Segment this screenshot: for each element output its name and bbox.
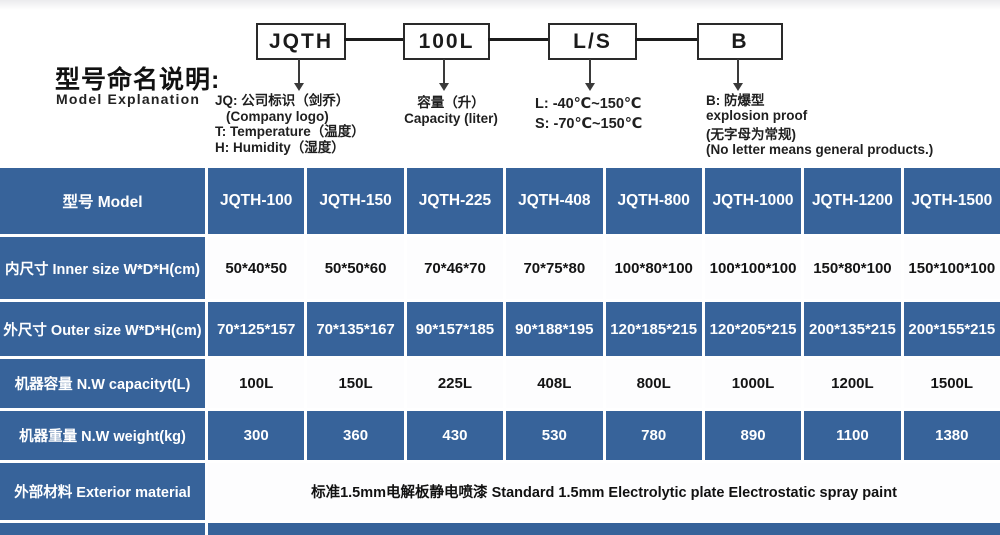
note-capacity: 容量（升） Capacity (liter) — [395, 95, 507, 127]
note-line: L: -40℃~150℃ — [535, 96, 642, 112]
note-line: explosion proof — [706, 107, 808, 123]
table-value-cell: 150*100*100 — [903, 237, 1000, 299]
down-arrow-icon — [439, 83, 449, 91]
note-temp-range: L: -40℃~150℃ S: -70℃~150℃ — [535, 94, 642, 134]
connector-line — [488, 38, 548, 41]
table-value-cell: 50*50*60 — [307, 237, 404, 299]
table-value-cell: 1200L — [804, 359, 901, 408]
table-value-cell: 90*188*195 — [506, 302, 603, 356]
table-value-cell: 70*46*70 — [406, 237, 504, 299]
spec-table: 型号 Model JQTH-100 JQTH-150 JQTH-225 JQTH-408… — [0, 168, 1000, 535]
table-value-cell: 1000L — [704, 359, 802, 408]
down-arrow-icon — [585, 83, 595, 91]
note-line: (无字母为常规) — [706, 127, 796, 142]
table-partial-row-body — [208, 523, 1000, 535]
table-value-cell: 530 — [506, 411, 603, 460]
note-line: Capacity (liter) — [404, 111, 498, 126]
table-value-cell: 120*205*215 — [704, 302, 802, 356]
note-line: (Company logo) — [226, 108, 329, 124]
table-header-model-label: 型号 Model — [0, 168, 205, 234]
table-partial-row-label — [0, 523, 205, 535]
down-arrow-line — [589, 59, 591, 84]
table-value-cell: 200*155*215 — [903, 302, 1000, 356]
table-header-model: JQTH-225 — [406, 168, 504, 234]
down-arrow-line — [443, 59, 445, 84]
top-gradient-strip — [0, 0, 1000, 10]
model-code-box-temp-range: L/S — [548, 23, 637, 60]
note-line: H: Humidity（湿度） — [215, 139, 345, 155]
table-value-cell: 408L — [506, 359, 603, 408]
table-value-cell: 120*185*215 — [605, 302, 702, 356]
table-header-model: JQTH-1200 — [804, 168, 901, 234]
table-value-cell: 70*125*157 — [208, 302, 305, 356]
table-merged-value-cell: 标准1.5mm电解板静电喷漆 Standard 1.5mm Electrolyt… — [208, 463, 1000, 520]
table-row-label: 机器容量 N.W capacityt(L) — [0, 359, 205, 408]
note-explosion-proof: B: 防爆型 explosion proof (无字母为常规) (No lett… — [706, 93, 934, 157]
table-value-cell: 100*80*100 — [605, 237, 702, 299]
table-value-cell: 225L — [406, 359, 504, 408]
table-value-cell: 1380 — [903, 411, 1000, 460]
table-value-cell: 70*135*167 — [307, 302, 404, 356]
note-line: 容量（升） — [417, 95, 485, 110]
table-value-cell: 150L — [307, 359, 404, 408]
table-value-cell: 150*80*100 — [804, 237, 901, 299]
connector-line — [635, 38, 697, 41]
table-header-model: JQTH-1000 — [704, 168, 802, 234]
table-header-model: JQTH-408 — [506, 168, 603, 234]
table-row-label: 外部材料 Exterior material — [0, 463, 205, 520]
down-arrow-icon — [733, 83, 743, 91]
table-row-label: 外尺寸 Outer size W*D*H(cm) — [0, 302, 205, 356]
table-value-cell: 780 — [605, 411, 702, 460]
model-code-box-jqth: JQTH — [256, 23, 346, 60]
note-line: (No letter means general products.) — [706, 141, 934, 157]
connector-line — [344, 38, 403, 41]
table-header-model: JQTH-100 — [208, 168, 305, 234]
model-code-box-explosion: B — [697, 23, 783, 60]
table-row-label: 机器重量 N.W weight(kg) — [0, 411, 205, 460]
table-value-cell: 360 — [307, 411, 404, 460]
table-value-cell: 890 — [704, 411, 802, 460]
table-value-cell: 430 — [406, 411, 504, 460]
down-arrow-line — [737, 59, 739, 84]
model-explanation-diagram: 型号命名说明: Model Explanation JQTH 100L L/S … — [0, 0, 1000, 168]
table-header-model: JQTH-800 — [605, 168, 702, 234]
down-arrow-icon — [294, 83, 304, 91]
table-header-model: JQTH-150 — [307, 168, 404, 234]
note-line: JQ: 公司标识（剑乔） — [215, 93, 350, 108]
table-header-model: JQTH-1500 — [903, 168, 1000, 234]
diagram-title-zh: 型号命名说明: — [55, 66, 221, 94]
table-value-cell: 200*135*215 — [804, 302, 901, 356]
diagram-title-en: Model Explanation — [56, 91, 201, 107]
table-value-cell: 70*75*80 — [506, 237, 603, 299]
note-line: S: -70℃~150℃ — [535, 116, 643, 132]
table-value-cell: 800L — [605, 359, 702, 408]
note-jqth: JQ: 公司标识（剑乔） (Company logo) T: Temperatu… — [215, 93, 365, 155]
model-code-box-capacity: 100L — [403, 23, 490, 60]
down-arrow-line — [298, 59, 300, 84]
table-row-label: 内尺寸 Inner size W*D*H(cm) — [0, 237, 205, 299]
note-line: B: 防爆型 — [706, 93, 765, 108]
note-line: T: Temperature（温度） — [215, 124, 365, 139]
table-value-cell: 1500L — [903, 359, 1000, 408]
table-value-cell: 1100 — [804, 411, 901, 460]
table-value-cell: 100L — [208, 359, 305, 408]
table-value-cell: 300 — [208, 411, 305, 460]
table-value-cell: 50*40*50 — [208, 237, 305, 299]
table-value-cell: 100*100*100 — [704, 237, 802, 299]
table-value-cell: 90*157*185 — [406, 302, 504, 356]
